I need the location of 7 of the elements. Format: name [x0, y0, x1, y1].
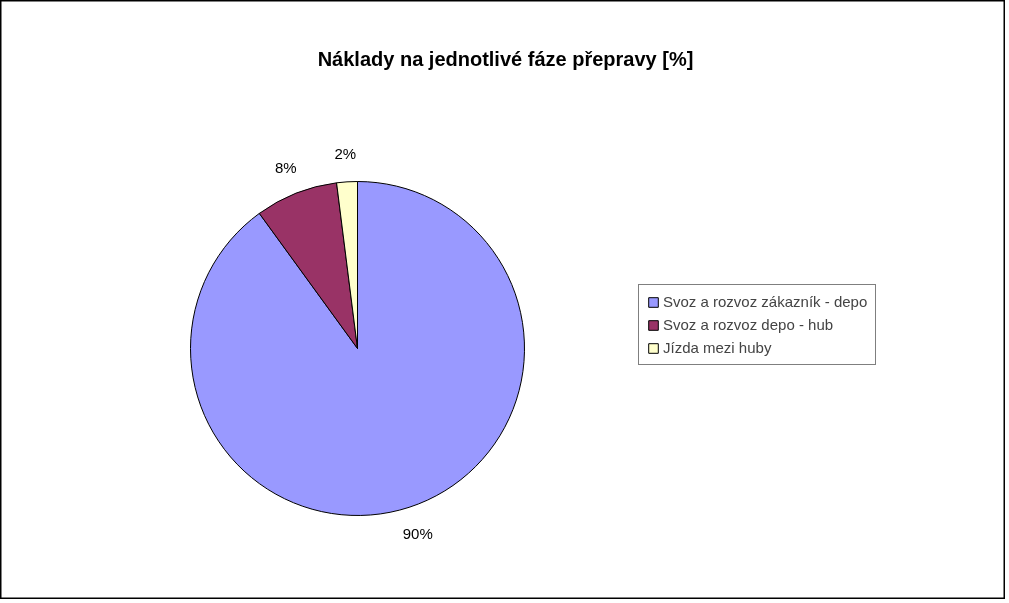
- data-label: 2%: [334, 145, 357, 163]
- legend-label: Jízda mezi huby: [663, 339, 772, 356]
- legend-label: Svoz a rozvoz depo - hub: [663, 316, 834, 333]
- legend-label: Svoz a rozvoz zákazník - depo: [663, 293, 868, 310]
- data-label: 8%: [274, 158, 297, 176]
- chart-title: Náklady na jednotlivé fáze přepravy [%]: [317, 47, 694, 70]
- data-label: 90%: [402, 525, 433, 543]
